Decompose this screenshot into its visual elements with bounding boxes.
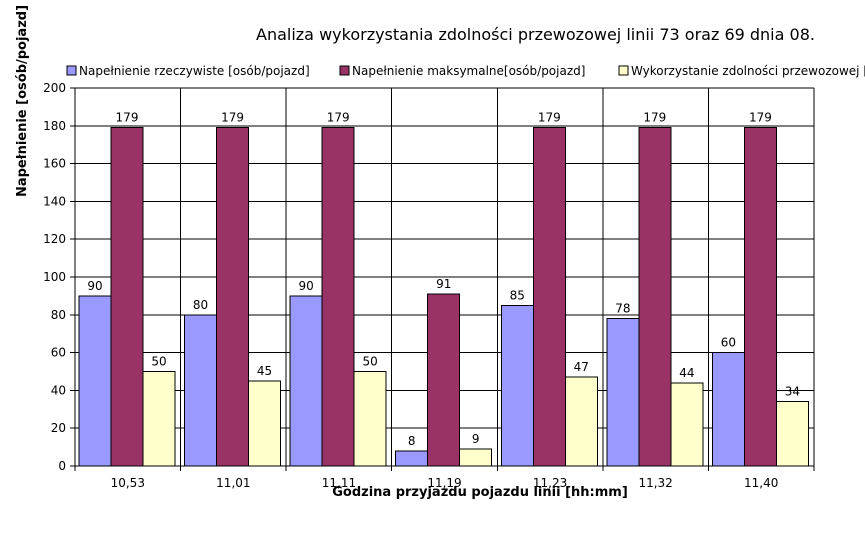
data-label: 179: [538, 111, 561, 125]
data-label: 90: [299, 279, 314, 293]
legend-entry: Wykorzystanie zdolności przewozowej [: [631, 64, 865, 78]
data-label: 80: [193, 298, 208, 312]
data-label: 85: [510, 288, 525, 302]
x-tick-label: 11,01: [216, 476, 250, 490]
chart-title: Analiza wykorzystania zdolności przewozo…: [256, 25, 815, 44]
axes: [70, 87, 815, 471]
data-label: 34: [785, 385, 800, 399]
x-tick-label: 11,23: [533, 476, 567, 490]
bar-series-3: [142, 371, 176, 467]
bar-series-2: [216, 127, 250, 467]
data-label: 179: [643, 111, 666, 125]
data-label: 47: [574, 360, 589, 374]
bar-series-3: [459, 448, 493, 467]
bar-series-1: [289, 295, 323, 467]
bar-series-2: [638, 127, 672, 467]
data-label: 78: [615, 302, 630, 316]
legend-swatch: [339, 65, 350, 76]
data-label: 90: [87, 279, 102, 293]
x-tick-label: 11,19: [427, 476, 461, 490]
y-tick-label: 120: [43, 232, 66, 246]
y-tick-label: 40: [51, 383, 66, 397]
data-label: 8: [408, 434, 416, 448]
bar-series-3: [353, 371, 387, 467]
data-label: 179: [116, 111, 139, 125]
data-labels: 90 179 50 80 179 45 90 179 50 8 91 9 85 179 47 78 179 44 6…: [87, 111, 800, 448]
bar-series-2: [743, 127, 777, 467]
y-tick-labels: 0 20 40 60 80 100 120 140 160 180 200: [43, 81, 66, 473]
y-tick-label: 160: [43, 157, 66, 171]
bar-series-3: [775, 401, 809, 467]
data-label: 179: [221, 111, 244, 125]
y-tick-label: 60: [51, 346, 66, 360]
data-label: 179: [327, 111, 350, 125]
x-tick-label: 11,11: [322, 476, 356, 490]
bar-series-2: [321, 127, 355, 467]
x-tick-labels: 10,53 11,01 11,11 11,19 11,23 11,32 11,40: [111, 476, 779, 490]
data-label: 50: [151, 355, 166, 369]
data-label: 91: [436, 277, 451, 291]
bar-series-1: [711, 352, 745, 467]
data-label: 9: [472, 432, 480, 446]
legend: Napełnienie rzeczywiste [osób/pojazd] Nap…: [66, 64, 865, 78]
data-label: 45: [257, 364, 272, 378]
bar-series-1: [500, 304, 534, 467]
y-axis-label: Napełnienie [osób/pojazd]: [15, 5, 30, 197]
bar-series-3: [248, 380, 282, 467]
legend-entry: Napełnienie rzeczywiste [osób/pojazd]: [79, 64, 310, 78]
data-label: 60: [721, 336, 736, 350]
legend-swatch: [66, 65, 77, 76]
y-tick-label: 0: [58, 459, 66, 473]
data-label: 179: [749, 111, 772, 125]
bars: [78, 127, 809, 467]
y-tick-label: 200: [43, 81, 66, 95]
bar-series-1: [184, 314, 218, 467]
bar-series-1: [78, 295, 112, 467]
y-tick-label: 180: [43, 119, 66, 133]
x-axis-label: Godzina przyjazdu pojazdu linii [hh:mm]: [332, 485, 628, 500]
y-tick-label: 140: [43, 194, 66, 208]
legend-entry: Napełnienie maksymalne[osób/pojazd]: [352, 64, 585, 78]
bar-series-2: [532, 127, 566, 467]
y-tick-label: 80: [51, 308, 66, 322]
y-tick-label: 20: [51, 421, 66, 435]
bar-series-1: [395, 450, 429, 467]
data-label: 44: [679, 366, 694, 380]
bar-series-3: [564, 376, 598, 467]
x-tick-label: 11,40: [744, 476, 778, 490]
y-tick-label: 100: [43, 270, 66, 284]
bar-series-2: [110, 127, 144, 467]
bar-series-2: [427, 293, 461, 467]
legend-swatch: [618, 65, 629, 76]
bar-series-3: [670, 382, 704, 467]
data-label: 50: [363, 355, 378, 369]
bar-series-1: [606, 318, 640, 467]
x-tick-label: 11,32: [638, 476, 672, 490]
x-tick-label: 10,53: [111, 476, 145, 490]
